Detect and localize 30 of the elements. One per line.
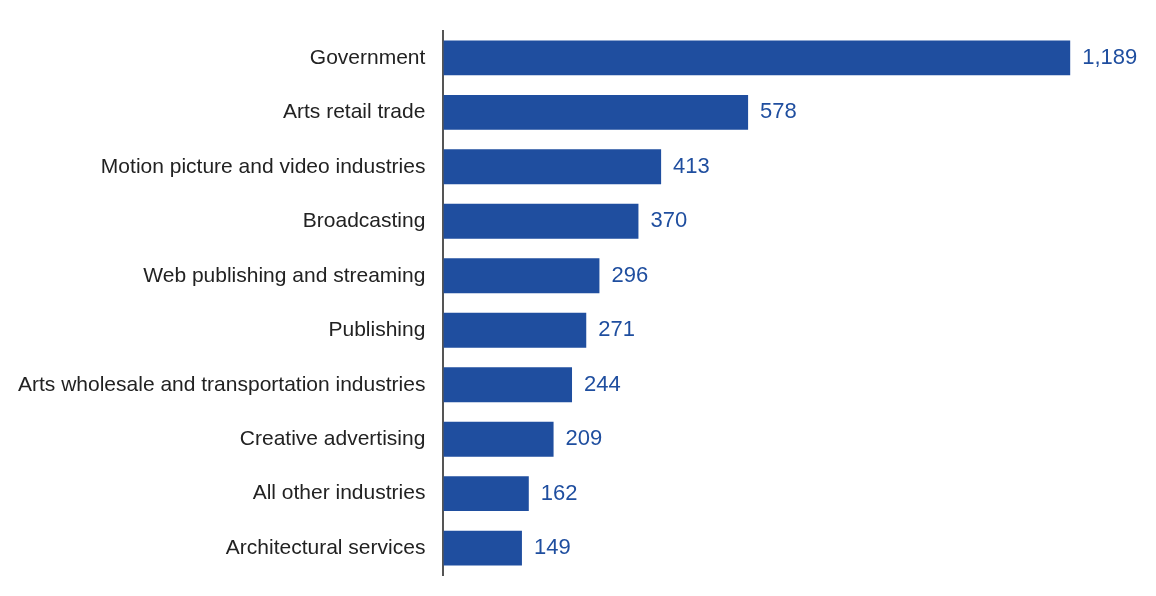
y-tick-label: All other industries bbox=[252, 480, 426, 504]
bar bbox=[443, 312, 587, 348]
y-tick-label: Arts wholesale and transportation industries bbox=[18, 371, 426, 395]
y-tick-label: Architectural services bbox=[225, 534, 426, 558]
bar bbox=[443, 203, 639, 239]
data-label: 578 bbox=[760, 98, 797, 124]
y-tick-label: Publishing bbox=[328, 317, 426, 341]
data-label: 271 bbox=[598, 316, 635, 342]
y-tick-label: Motion picture and video industries bbox=[100, 153, 426, 177]
y-tick-label: Government bbox=[309, 44, 426, 68]
data-label: 1,189 bbox=[1082, 43, 1138, 69]
bar bbox=[443, 149, 662, 185]
data-label: 244 bbox=[584, 370, 621, 396]
y-tick-label: Arts retail trade bbox=[283, 99, 426, 123]
y-tick-label: Broadcasting bbox=[302, 208, 426, 232]
data-label: 149 bbox=[533, 534, 571, 560]
bar bbox=[443, 530, 522, 566]
bar bbox=[443, 421, 554, 457]
bar bbox=[443, 40, 1071, 76]
bar bbox=[443, 258, 600, 294]
data-label: 370 bbox=[650, 207, 688, 233]
bar bbox=[443, 94, 749, 130]
y-tick-label: Creative advertising bbox=[239, 426, 426, 449]
bar bbox=[443, 367, 573, 403]
data-label: 162 bbox=[540, 479, 578, 505]
data-label: 296 bbox=[611, 261, 649, 287]
data-label: 209 bbox=[565, 425, 603, 451]
y-tick-label: Web publishing and streaming bbox=[143, 262, 426, 286]
data-label: 413 bbox=[673, 152, 710, 178]
bar bbox=[443, 476, 529, 512]
